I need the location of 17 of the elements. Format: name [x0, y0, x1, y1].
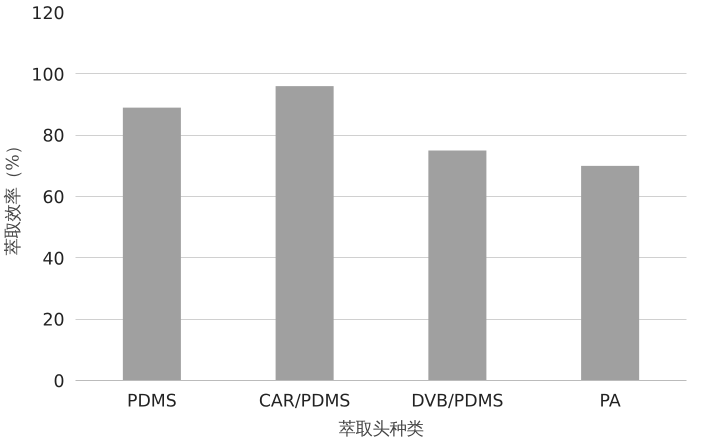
- x-tick-label: DVB/PDMS: [411, 392, 504, 412]
- x-tick-label: CAR/PDMS: [258, 392, 350, 412]
- y-axis-title: 萃取效率（%）: [3, 137, 24, 256]
- x-tick-label: PA: [600, 392, 621, 412]
- y-tick-label: 80: [42, 126, 65, 147]
- y-tick-label: 100: [31, 65, 65, 86]
- bar: [428, 150, 486, 380]
- x-tick-label: PDMS: [127, 392, 177, 412]
- y-tick-label: 60: [42, 188, 65, 208]
- y-tick-label: 0: [53, 372, 65, 392]
- bar: [276, 86, 334, 380]
- bar: [581, 166, 640, 380]
- x-axis-title: 萃取头种类: [338, 420, 424, 440]
- y-tick-label: 120: [31, 4, 65, 24]
- bar: [122, 108, 181, 380]
- y-tick-label: 40: [42, 249, 65, 270]
- y-tick-label: 20: [42, 310, 65, 331]
